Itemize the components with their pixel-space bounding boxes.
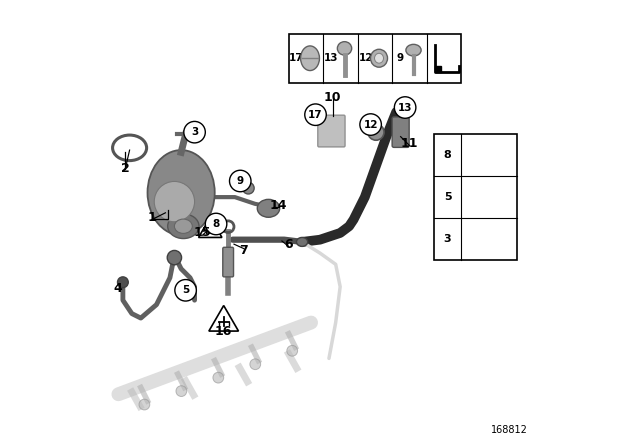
Text: 12: 12: [358, 53, 373, 63]
Circle shape: [184, 121, 205, 143]
Circle shape: [394, 97, 416, 118]
Text: 13: 13: [398, 103, 412, 112]
Text: 1: 1: [148, 211, 156, 224]
Ellipse shape: [257, 199, 280, 217]
Ellipse shape: [174, 219, 192, 233]
Circle shape: [230, 170, 251, 192]
Text: 4: 4: [113, 282, 122, 296]
Text: 9: 9: [237, 176, 244, 186]
Text: 6: 6: [284, 237, 293, 251]
Polygon shape: [209, 306, 239, 331]
Ellipse shape: [371, 49, 388, 67]
Polygon shape: [435, 66, 441, 72]
Circle shape: [139, 399, 150, 410]
Polygon shape: [435, 134, 517, 260]
Ellipse shape: [147, 150, 215, 235]
Circle shape: [167, 250, 182, 265]
Circle shape: [213, 372, 224, 383]
Text: 5: 5: [182, 285, 189, 295]
FancyBboxPatch shape: [392, 117, 409, 147]
Circle shape: [368, 124, 384, 140]
Text: 8: 8: [212, 219, 220, 229]
Polygon shape: [289, 34, 461, 83]
FancyBboxPatch shape: [223, 247, 234, 277]
Text: 7: 7: [239, 244, 248, 258]
Ellipse shape: [337, 42, 352, 55]
Text: 14: 14: [270, 198, 287, 212]
Circle shape: [175, 280, 196, 301]
Circle shape: [118, 277, 128, 288]
Text: 16: 16: [215, 325, 232, 338]
Polygon shape: [198, 217, 222, 237]
Circle shape: [176, 386, 187, 396]
Circle shape: [205, 213, 227, 235]
Circle shape: [243, 182, 254, 194]
Ellipse shape: [154, 181, 195, 222]
Text: 11: 11: [401, 137, 419, 150]
Circle shape: [287, 345, 298, 356]
Text: 13: 13: [324, 53, 339, 63]
Text: 9: 9: [397, 53, 404, 63]
Ellipse shape: [168, 214, 199, 238]
Text: 168812: 168812: [492, 425, 528, 435]
FancyBboxPatch shape: [317, 115, 345, 147]
Text: 12: 12: [364, 120, 378, 129]
Circle shape: [360, 114, 381, 135]
Ellipse shape: [301, 46, 319, 70]
Text: 2: 2: [121, 161, 129, 175]
Text: 3: 3: [191, 127, 198, 137]
Circle shape: [305, 104, 326, 125]
Text: 8: 8: [444, 151, 451, 160]
Circle shape: [250, 359, 260, 370]
Ellipse shape: [406, 44, 421, 56]
Text: 15: 15: [194, 226, 211, 240]
Ellipse shape: [296, 237, 308, 246]
Text: 3: 3: [444, 234, 451, 244]
Text: 10: 10: [324, 91, 341, 104]
Ellipse shape: [374, 53, 383, 63]
Text: 17: 17: [308, 110, 323, 120]
Text: 5: 5: [444, 192, 451, 202]
Text: 17: 17: [289, 53, 304, 63]
